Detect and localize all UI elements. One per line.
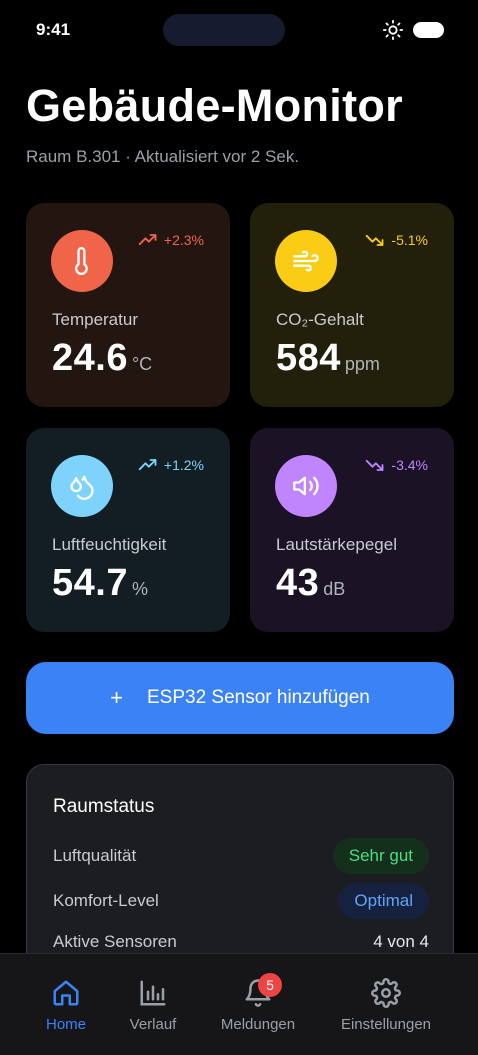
tab-meldungen-label: Meldungen [220,1016,296,1033]
humidity-unit: % [131,579,148,599]
tab-einstellungen[interactable]: Einstellungen [326,954,446,1055]
comfort-badge: Optimal [338,883,429,919]
temperature-value: 24.6 °C [52,337,152,380]
temperature-number: 24.6 [52,337,128,379]
sensors-label: Aktive Sensoren [53,932,177,951]
add-sensor-label: ESP32 Sensor hinzufügen [146,687,370,708]
thermometer-icon [51,230,113,292]
noise-trend: -3.4% [365,457,428,473]
speaker-icon [275,455,337,517]
comfort-label: Komfort-Level [53,891,159,910]
sensors-row: Aktive Sensoren 4 von 4 [53,924,429,960]
tab-verlauf-label: Verlauf [129,1016,177,1033]
dynamic-island [163,14,285,46]
co2-trend: -5.1% [365,232,428,248]
comfort-row: Komfort-Level Optimal [53,883,429,919]
sensors-value: 4 von 4 [373,932,429,951]
page-title: Gebäude-Monitor [26,80,403,131]
humidity-trend-value: +1.2% [163,457,204,473]
gear-icon [371,978,401,1008]
tab-bar: Home Verlauf Meldungen 5 Einstellungen [0,953,478,1055]
co2-trend-value: -5.1% [391,232,428,248]
humidity-card[interactable]: +1.2% Luftfeuchtigkeit 54.7 % [26,428,230,632]
noise-unit: dB [323,579,346,599]
noise-value: 43 dB [276,562,345,605]
air-quality-label: Luftqualität [53,846,137,865]
noise-label: Lautstärkepegel [276,535,397,554]
co2-value: 584 ppm [276,337,380,380]
page-subtitle: Raum B.301 · Aktualisiert vor 2 Sek. [26,147,300,166]
droplets-icon [51,455,113,517]
co2-unit: ppm [344,354,380,374]
trend-up-icon [138,459,157,471]
add-sensor-button[interactable]: + ESP32 Sensor hinzufügen [26,662,454,734]
trend-down-icon [366,459,384,471]
plus-icon: + [110,685,123,710]
temperature-unit: °C [131,354,153,374]
battery-icon [413,22,444,38]
status-time: 9:41 [36,20,71,39]
wind-icon [275,230,337,292]
temperature-card[interactable]: +2.3% Temperatur 24.6 °C [26,203,230,407]
temperature-trend-value: +2.3% [163,232,204,248]
room-status-title: Raumstatus [53,796,155,817]
noise-card[interactable]: -3.4% Lautstärkepegel 43 dB [250,428,454,632]
air-quality-badge: Sehr gut [332,838,429,874]
air-quality-row: Luftqualität Sehr gut [53,838,429,874]
co2-label: CO₂-Gehalt [276,310,364,329]
temperature-label: Temperatur [52,310,138,329]
notification-badge: 5 [258,973,282,997]
chart-icon [140,980,166,1006]
tab-home-label: Home [45,1016,86,1033]
tab-home[interactable]: Home [6,954,126,1055]
status-bar: 9:41 [0,0,478,60]
humidity-value: 54.7 % [52,562,148,605]
noise-number: 43 [276,562,320,604]
co2-number: 584 [276,337,341,379]
home-icon [53,980,79,1006]
co2-card[interactable]: -5.1% CO₂-Gehalt 584 ppm [250,203,454,407]
tab-verlauf[interactable]: Verlauf [93,954,213,1055]
trend-down-icon [366,234,384,246]
humidity-trend: +1.2% [138,457,204,473]
sun-icon[interactable] [382,19,404,41]
humidity-label: Luftfeuchtigkeit [52,535,167,554]
tab-einstellungen-label: Einstellungen [340,1016,432,1033]
noise-trend-value: -3.4% [391,457,428,473]
temperature-trend: +2.3% [138,232,204,248]
trend-up-icon [138,234,157,246]
humidity-number: 54.7 [52,562,128,604]
tab-meldungen[interactable]: Meldungen [198,954,318,1055]
